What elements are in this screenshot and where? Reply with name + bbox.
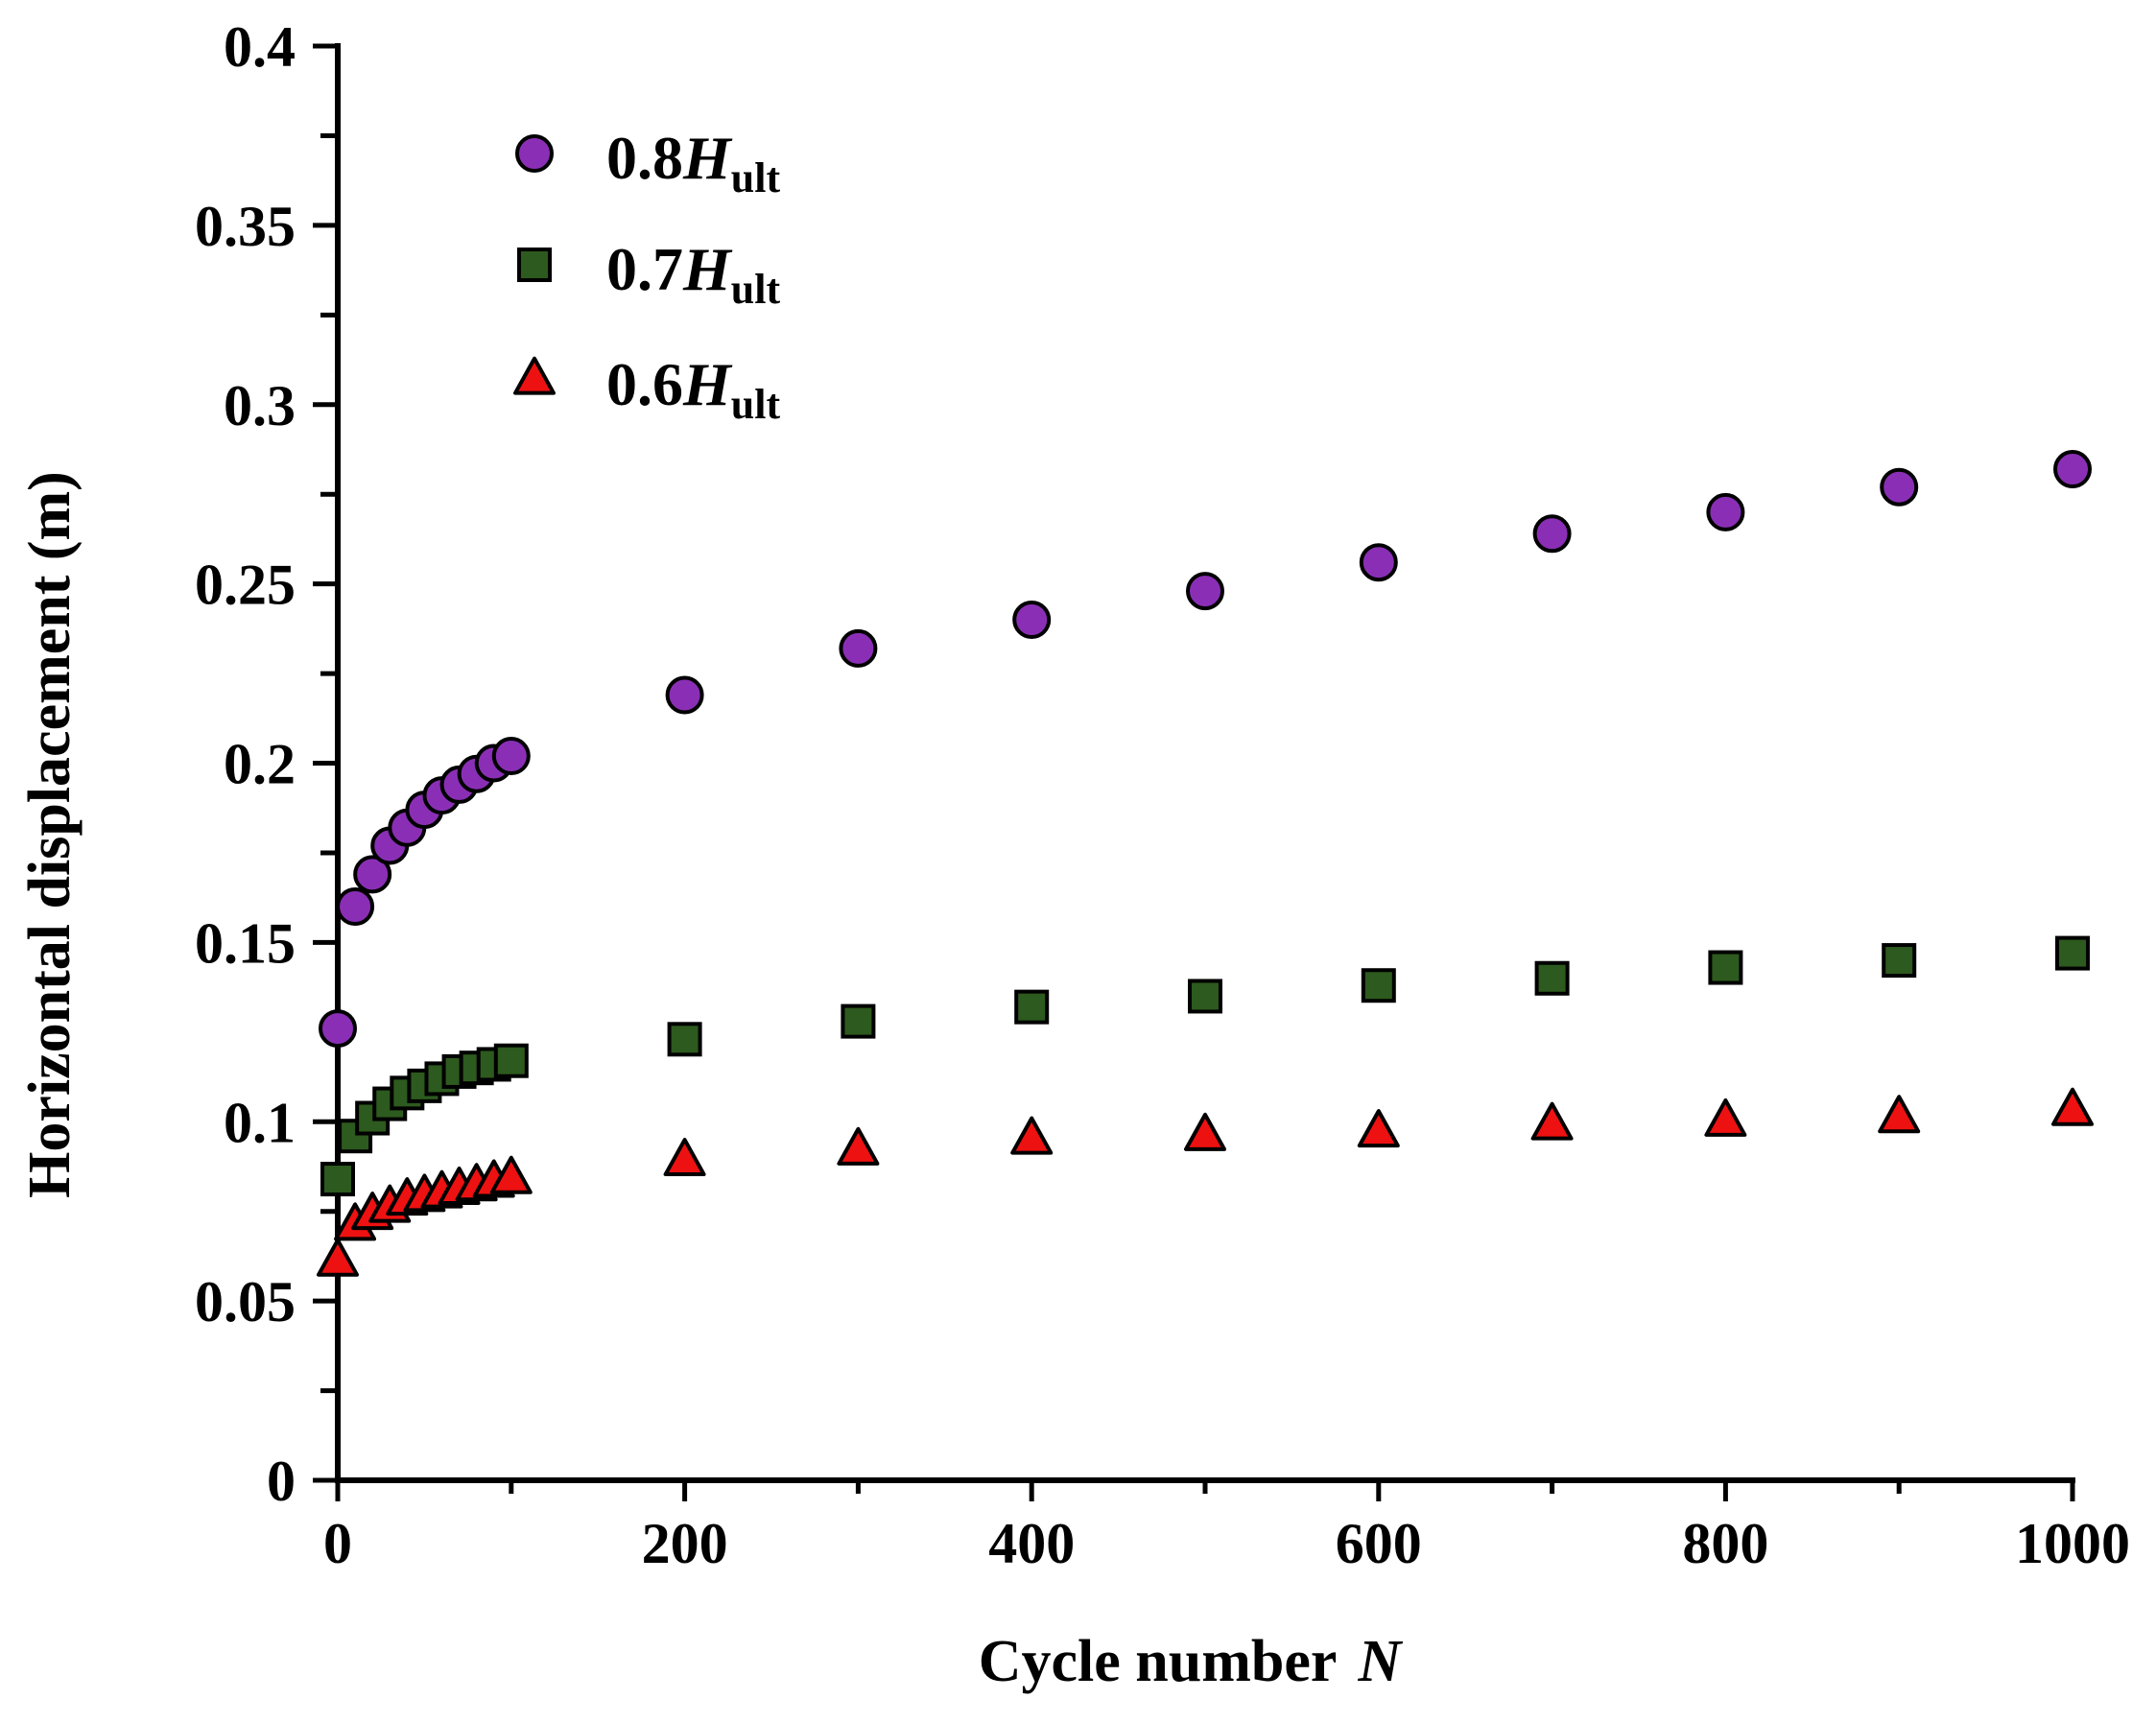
data-point bbox=[2055, 935, 2090, 971]
x-axis-ticks: 0 200 400 600 800 1000 bbox=[323, 1480, 2130, 1575]
data-point bbox=[493, 1043, 529, 1078]
data-point bbox=[1361, 968, 1396, 1003]
legend-label: 0.7Hult bbox=[606, 235, 780, 313]
data-point bbox=[1184, 1112, 1226, 1151]
data-point bbox=[663, 1138, 706, 1177]
y-tick-label: 0.15 bbox=[195, 911, 296, 975]
x-tick-label: 1000 bbox=[2015, 1512, 2130, 1575]
y-tick-label: 0 bbox=[267, 1450, 296, 1513]
data-point bbox=[1880, 467, 1919, 507]
y-tick-label: 0.35 bbox=[195, 195, 296, 258]
series-square bbox=[320, 935, 2090, 1197]
data-point bbox=[665, 675, 704, 715]
legend-label: 0.6Hult bbox=[606, 350, 780, 428]
data-point bbox=[2053, 450, 2092, 489]
legend-marker bbox=[513, 356, 556, 395]
data-point bbox=[353, 855, 392, 894]
data-point bbox=[1530, 1101, 1574, 1141]
data-point bbox=[1534, 960, 1570, 996]
data-point bbox=[319, 1009, 357, 1049]
legend-item: 0.8Hult bbox=[515, 124, 780, 201]
series-circle bbox=[319, 450, 2092, 1049]
data-point bbox=[2051, 1087, 2094, 1126]
legend: 0.8Hult 0.7Hult 0.6Hult bbox=[513, 124, 780, 428]
legend-label: 0.8Hult bbox=[606, 124, 780, 201]
data-point bbox=[1882, 943, 1917, 979]
x-tick-label: 800 bbox=[1682, 1512, 1768, 1575]
data-point bbox=[1359, 543, 1398, 582]
y-tick-label: 0.2 bbox=[224, 733, 296, 796]
x-tick-label: 200 bbox=[642, 1512, 728, 1575]
data-point bbox=[839, 628, 878, 668]
data-point bbox=[317, 1238, 359, 1277]
x-tick-label: 400 bbox=[988, 1512, 1075, 1575]
data-point bbox=[837, 1126, 880, 1166]
legend-item: 0.7Hult bbox=[517, 235, 780, 313]
y-axis-ticks: 0 0.05 0.1 0.15 0.2 0.25 0.3 0.35 0.4 bbox=[195, 15, 338, 1513]
legend-marker bbox=[515, 134, 554, 173]
data-point bbox=[320, 1162, 355, 1197]
data-point bbox=[841, 1003, 876, 1039]
legend-marker bbox=[517, 248, 552, 282]
data-point bbox=[1708, 950, 1743, 985]
data-point bbox=[1706, 492, 1745, 531]
y-tick-label: 0.05 bbox=[195, 1270, 296, 1334]
x-axis-title: Cycle number N bbox=[979, 1629, 1404, 1694]
series-layer bbox=[317, 450, 2094, 1277]
data-point bbox=[1188, 979, 1222, 1014]
series-triangle bbox=[317, 1087, 2094, 1277]
data-point bbox=[1704, 1098, 1747, 1137]
data-point bbox=[1012, 601, 1052, 639]
legend-item: 0.6Hult bbox=[513, 350, 780, 428]
data-point bbox=[336, 887, 375, 926]
y-tick-label: 0.4 bbox=[224, 15, 296, 79]
y-axis-title: Horizontal displacement (m) bbox=[17, 471, 83, 1198]
data-point bbox=[1010, 1116, 1054, 1155]
y-tick-label: 0.1 bbox=[224, 1091, 296, 1154]
y-tick-label: 0.25 bbox=[195, 554, 296, 617]
data-point bbox=[489, 1155, 533, 1194]
x-tick-label: 0 bbox=[323, 1512, 352, 1575]
y-tick-label: 0.3 bbox=[224, 374, 296, 437]
data-point bbox=[667, 1022, 702, 1057]
axes bbox=[335, 43, 2075, 1483]
data-point bbox=[491, 737, 531, 776]
data-point bbox=[1357, 1109, 1400, 1148]
data-point bbox=[1186, 572, 1224, 611]
data-point bbox=[1878, 1095, 1921, 1134]
x-tick-label: 600 bbox=[1336, 1512, 1422, 1575]
data-point bbox=[1532, 514, 1572, 554]
data-point bbox=[1014, 989, 1050, 1025]
